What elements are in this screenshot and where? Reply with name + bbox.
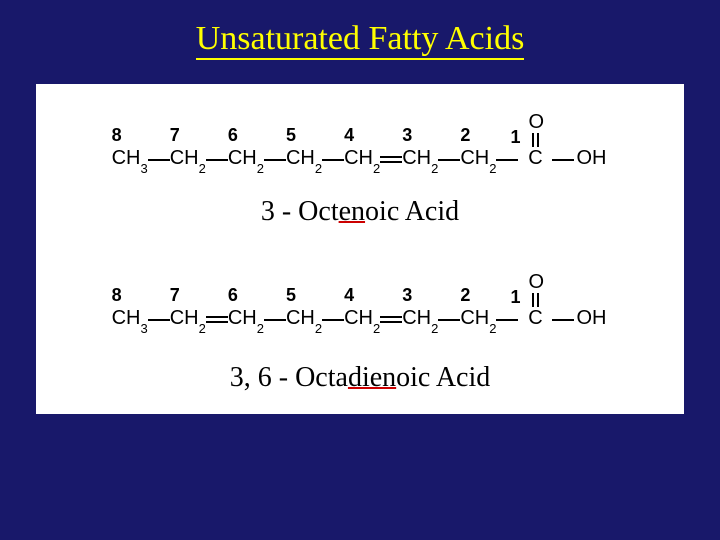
carbon-unit: 5CH2 (286, 286, 322, 330)
carbon-number: 4 (344, 126, 354, 146)
structure-1: 8CH37CH26CH25CH24CH23CH22CH21CO OH (36, 114, 684, 170)
structure-1-caption: 3 - Octenoic Acid (36, 196, 684, 228)
carbon-unit: 6CH2 (228, 286, 264, 330)
carbon-label: CH2 (402, 148, 438, 170)
carbon-number: 2 (460, 286, 470, 306)
carboxyl-group: 1CO OH (518, 126, 608, 170)
carbon-unit: 3CH2 (402, 286, 438, 330)
single-bond (206, 159, 228, 170)
caption-1-suffix: oic Acid (365, 196, 459, 227)
single-bond (148, 319, 170, 330)
double-bond (206, 316, 228, 330)
carbonyl-double-bond (532, 293, 539, 307)
carbon-unit: 8CH3 (112, 286, 148, 330)
carbon-label: CH3 (112, 148, 148, 170)
double-bond (380, 316, 402, 330)
carbon-unit: 4CH2 (344, 126, 380, 170)
single-bond (496, 159, 518, 170)
carbon-number: 2 (460, 126, 470, 146)
caption-2-suffix: oic Acid (396, 362, 490, 393)
caption-2-prefix: 3, 6 - Octa (230, 362, 348, 393)
caption-1-prefix: 3 - Oct (261, 196, 339, 227)
carbon-label: CH2 (460, 148, 496, 170)
carbon-label: CH2 (286, 148, 322, 170)
single-bond (148, 159, 170, 170)
carbon-label: CH2 (228, 148, 264, 170)
carbon-label: CH2 (286, 308, 322, 330)
carbon-unit: 5CH2 (286, 126, 322, 170)
single-bond (322, 319, 344, 330)
hydroxyl-group: OH (574, 126, 608, 170)
single-bond (438, 159, 460, 170)
structure-2: 8CH37CH26CH25CH24CH23CH22CH21CO OH (36, 274, 684, 330)
carbon-label: CH3 (112, 308, 148, 330)
carbon-number: 1 (510, 288, 520, 308)
carbon-number: 5 (286, 286, 296, 306)
single-bond (552, 159, 574, 170)
carbon-label: CH2 (344, 148, 380, 170)
structure-2-caption: 3, 6 - Octadienoic Acid (36, 362, 684, 394)
carbon-unit: 3CH2 (402, 126, 438, 170)
carbon-label: CH2 (228, 308, 264, 330)
carbon-number: 3 (402, 126, 412, 146)
carboxyl-group: 1CO OH (518, 286, 608, 330)
carbon-number: 8 (112, 126, 122, 146)
carbon-unit: 7CH2 (170, 286, 206, 330)
hydroxyl-label: OH (576, 148, 606, 170)
single-bond (264, 159, 286, 170)
carbon-number: 6 (228, 126, 238, 146)
carbon-unit: 8CH3 (112, 126, 148, 170)
carbon-unit: 2CH2 (460, 286, 496, 330)
hydroxyl-group: OH (574, 286, 608, 330)
carbon-label: CH2 (402, 308, 438, 330)
carbon-number: 7 (170, 286, 180, 306)
carbon-unit: 4CH2 (344, 286, 380, 330)
caption-1-red: en (339, 196, 365, 227)
structure-1-row: 8CH37CH26CH25CH24CH23CH22CH21CO OH (36, 114, 684, 170)
carbon-label: CH2 (460, 308, 496, 330)
carbon-number: 8 (112, 286, 122, 306)
single-bond (552, 319, 574, 330)
carbon-label: CH2 (170, 148, 206, 170)
single-bond (264, 319, 286, 330)
double-bond (380, 156, 402, 170)
carbon-label: C (528, 308, 542, 330)
carbon-label: CH2 (344, 308, 380, 330)
carbon-unit: 7CH2 (170, 126, 206, 170)
carbon-label: C (528, 148, 542, 170)
single-bond (496, 319, 518, 330)
carbon-unit: 6CH2 (228, 126, 264, 170)
hydroxyl-label: OH (576, 308, 606, 330)
carbon-number: 6 (228, 286, 238, 306)
structure-2-row: 8CH37CH26CH25CH24CH23CH22CH21CO OH (36, 274, 684, 330)
carbon-label: CH2 (170, 308, 206, 330)
carbon-number: 1 (510, 128, 520, 148)
slide-title-text: Unsaturated Fatty Acids (196, 20, 525, 60)
carbonyl-double-bond (532, 133, 539, 147)
carbon-number: 4 (344, 286, 354, 306)
single-bond (322, 159, 344, 170)
caption-2-red: dien (348, 362, 396, 393)
content-panel: 8CH37CH26CH25CH24CH23CH22CH21CO OH 3 - O… (36, 84, 684, 414)
carbonyl-oxygen: O (528, 272, 544, 292)
carbon-number: 5 (286, 126, 296, 146)
single-bond (438, 319, 460, 330)
carbon-number: 7 (170, 126, 180, 146)
slide-title: Unsaturated Fatty Acids (0, 20, 720, 58)
carbon-number: 3 (402, 286, 412, 306)
carbon-unit: 2CH2 (460, 126, 496, 170)
carbonyl-oxygen: O (528, 112, 544, 132)
